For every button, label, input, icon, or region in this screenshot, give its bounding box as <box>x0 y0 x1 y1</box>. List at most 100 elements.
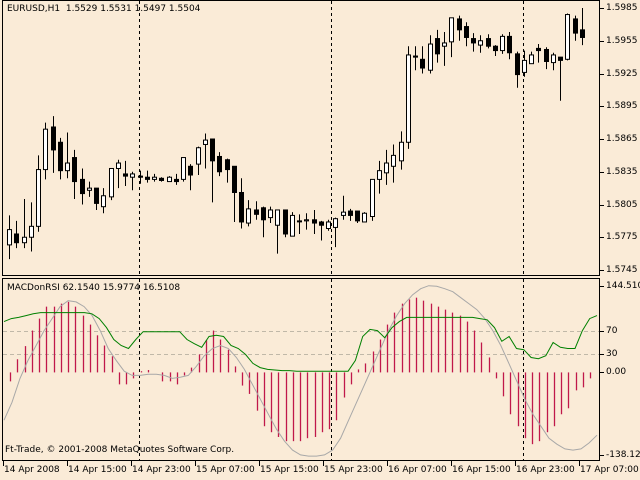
bear-candle <box>138 175 143 178</box>
bull-candle <box>500 35 505 52</box>
bear-candle <box>217 155 222 173</box>
bull-candle <box>362 212 367 223</box>
indicator-level-lines <box>3 331 599 355</box>
bear-candle <box>94 187 99 204</box>
bull-candle <box>87 187 92 191</box>
indicator-tick-label: 0.00 <box>606 366 627 377</box>
bull-candle <box>43 128 48 171</box>
bull-candle <box>203 139 208 145</box>
bull-candle <box>449 17 454 43</box>
bull-candle <box>428 43 433 71</box>
slow-line <box>3 285 598 457</box>
bull-candle <box>246 208 251 224</box>
indicator-pane-border <box>2 278 600 461</box>
bear-candle <box>507 35 512 54</box>
bull-candle <box>130 173 135 178</box>
bull-candle <box>377 170 382 180</box>
bear-candle <box>420 58 425 69</box>
indicator-name: MACDonRSI <box>7 283 60 293</box>
bull-candle <box>290 214 295 237</box>
bear-candle <box>486 38 491 47</box>
bull-candle <box>22 236 27 244</box>
bull-candle <box>297 220 302 223</box>
bear-candle <box>413 55 418 58</box>
bull-candle <box>101 195 106 208</box>
bear-candle <box>188 165 193 176</box>
bear-candle <box>580 29 585 38</box>
bull-candle <box>551 54 556 64</box>
bear-candle <box>239 191 244 223</box>
price-tick-label: 1.5955 <box>606 35 638 46</box>
time-tick-label: 16 Apr 23:00 <box>516 465 575 475</box>
bear-candle <box>464 26 469 38</box>
bear-candle <box>471 38 476 44</box>
bear-candle <box>210 138 215 162</box>
bull-candle <box>333 218 338 228</box>
indicator-title-bar: MACDonRSI 62.1540 15.9774 16.5108 <box>7 283 180 294</box>
bull-candle <box>109 167 114 198</box>
bull-candle <box>275 209 280 226</box>
bull-candle <box>326 221 331 230</box>
time-tick-label: 17 Apr 07:00 <box>580 465 639 475</box>
bull-candle <box>181 157 186 180</box>
bull-candle <box>406 54 411 143</box>
bull-candle <box>116 162 121 169</box>
bull-candle <box>167 176 172 183</box>
bull-candle <box>399 141 404 162</box>
bull-candle <box>391 154 396 167</box>
bull-candle <box>370 178 375 218</box>
bear-candle <box>232 165 237 193</box>
bear-candle <box>261 207 266 221</box>
bull-candle <box>29 225 34 238</box>
bear-candle <box>80 178 85 195</box>
indicator-tick-label: 70 <box>606 325 618 336</box>
bear-candle <box>72 157 77 183</box>
bull-candle <box>478 40 483 46</box>
bear-candle <box>435 38 440 55</box>
bear-candle <box>355 210 360 222</box>
indicator-tick-label: 30 <box>606 348 618 359</box>
bear-candle <box>312 219 317 224</box>
bull-candle <box>522 59 527 73</box>
time-tick-label: 15 Apr 15:00 <box>260 465 319 475</box>
chart-title-bar: EURUSD,H1 1.5529 1.5531 1.5497 1.5504 <box>7 4 200 15</box>
macd-histogram <box>9 297 592 445</box>
bear-candle <box>457 18 462 31</box>
price-tick-label: 1.5895 <box>606 100 638 111</box>
time-tick-label: 14 Apr 2008 <box>4 465 60 475</box>
time-tick-label: 16 Apr 07:00 <box>388 465 447 475</box>
price-tick-label: 1.5925 <box>606 68 638 79</box>
bull-candle <box>268 209 273 219</box>
price-tick-label: 1.5835 <box>606 166 638 177</box>
bear-candle <box>254 209 259 215</box>
bear-candle <box>544 48 549 62</box>
bear-candle <box>174 178 179 183</box>
bear-candle <box>515 53 520 76</box>
bear-candle <box>159 177 164 181</box>
ohlc-values: 1.5529 1.5531 1.5497 1.5504 <box>65 4 201 14</box>
price-tick-label: 1.5985 <box>606 2 638 13</box>
bear-candle <box>536 47 541 52</box>
price-axis <box>600 8 604 271</box>
period-separators <box>139 1 524 460</box>
bear-candle <box>51 126 56 151</box>
price-pane-border <box>2 0 600 276</box>
bull-candle <box>565 14 570 60</box>
time-tick-label: 14 Apr 23:00 <box>132 465 191 475</box>
time-tick-label: 15 Apr 07:00 <box>196 465 255 475</box>
bear-candle <box>145 176 150 180</box>
bull-candle <box>196 147 201 165</box>
price-tick-label: 1.5805 <box>606 199 638 210</box>
bull-candle <box>152 176 157 180</box>
bear-candle <box>319 221 324 226</box>
indicator-tick-label: -138.129 <box>606 449 640 460</box>
bear-candle <box>558 56 563 61</box>
candlestick-series <box>7 8 585 260</box>
copyright-text: Ft-Trade, © 2001-2008 MetaQuotes Softwar… <box>5 445 235 455</box>
bear-candle <box>225 159 230 171</box>
time-tick-label: 16 Apr 15:00 <box>452 465 511 475</box>
time-tick-label: 15 Apr 23:00 <box>324 465 383 475</box>
price-tick-label: 1.5775 <box>606 231 638 242</box>
price-tick-label: 1.5745 <box>606 264 638 275</box>
